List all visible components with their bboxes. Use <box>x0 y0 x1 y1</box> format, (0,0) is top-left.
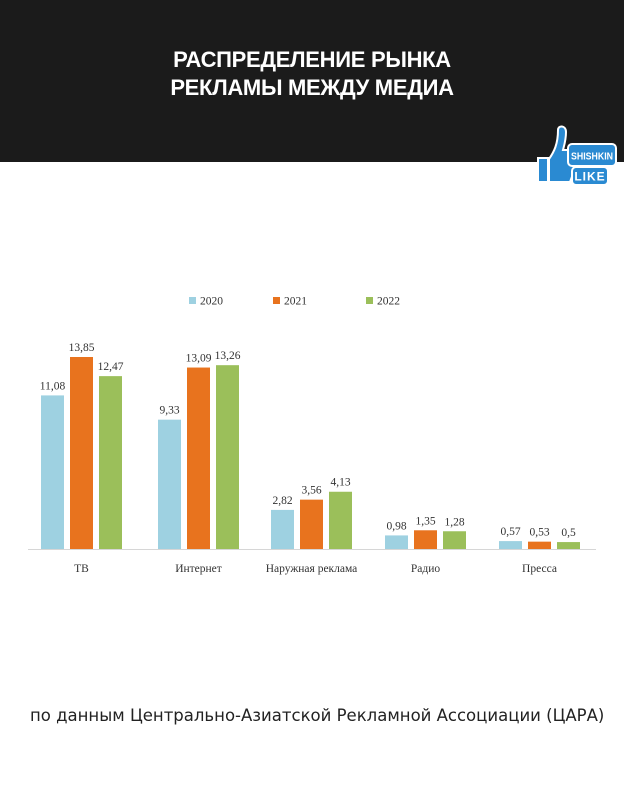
category-label-1: ТВ <box>74 563 89 575</box>
category-label-3: Наружная реклама <box>266 563 358 575</box>
shishkin-like-logo: SHISHKIN LIKE <box>537 125 617 186</box>
data-label-2-2021: 13,09 <box>186 353 212 365</box>
bar-5-2021 <box>528 541 551 549</box>
bar-3-2020 <box>271 509 294 549</box>
legend-swatch-2021 <box>273 297 280 304</box>
page-title: РАСПРЕДЕЛЕНИЕ РЫНКА РЕКЛАМЫ МЕЖДУ МЕДИА <box>0 46 624 102</box>
bar-3-2022 <box>329 491 352 549</box>
data-label-2-2020: 9,33 <box>159 405 179 417</box>
data-label-3-2020: 2,82 <box>272 495 292 507</box>
bar-2-2021 <box>187 367 210 549</box>
category-label-2: Интернет <box>175 563 222 575</box>
bar-4-2022 <box>443 531 466 549</box>
data-label-1-2020: 11,08 <box>40 380 66 392</box>
data-label-2-2022: 13,26 <box>215 350 241 362</box>
logo-badge: SHISHKIN LIKE <box>567 143 617 186</box>
legend-label-2022: 2022 <box>377 296 400 308</box>
data-label-4-2022: 1,28 <box>444 516 464 528</box>
data-label-5-2020: 0,57 <box>500 526 520 538</box>
bar-2-2020 <box>158 419 181 549</box>
bar-1-2020 <box>41 395 64 549</box>
data-label-3-2021: 3,56 <box>301 485 321 497</box>
title-line-2: РЕКЛАМЫ МЕЖДУ МЕДИА <box>170 75 454 100</box>
data-label-1-2022: 12,47 <box>98 361 124 373</box>
data-label-4-2020: 0,98 <box>386 520 406 532</box>
category-label-4: Радио <box>411 563 441 575</box>
data-label-4-2021: 1,35 <box>415 515 435 527</box>
header-banner: РАСПРЕДЕЛЕНИЕ РЫНКА РЕКЛАМЫ МЕЖДУ МЕДИА <box>0 0 624 162</box>
source-note: по данным Центрально-Азиатской Рекламной… <box>30 706 605 725</box>
bar-2-2022 <box>216 365 239 549</box>
data-label-1-2021: 13,85 <box>69 342 95 354</box>
data-label-3-2022: 4,13 <box>330 477 350 489</box>
bar-5-2022 <box>557 542 580 549</box>
legend-swatch-2022 <box>366 297 373 304</box>
bar-1-2021 <box>70 357 93 549</box>
logo-text-bottom: LIKE <box>574 170 605 184</box>
data-label-5-2022: 0,5 <box>561 527 576 539</box>
category-label-5: Пресса <box>522 563 557 575</box>
legend-swatch-2020 <box>189 297 196 304</box>
bar-3-2021 <box>300 499 323 549</box>
bar-5-2020 <box>499 541 522 549</box>
logo-text-top: SHISHKIN <box>571 151 613 163</box>
title-line-1: РАСПРЕДЕЛЕНИЕ РЫНКА <box>173 47 451 72</box>
legend-label-2021: 2021 <box>284 296 307 308</box>
bar-4-2021 <box>414 530 437 549</box>
legend-label-2020: 2020 <box>200 296 223 308</box>
bar-4-2020 <box>385 535 408 549</box>
data-label-5-2021: 0,53 <box>529 527 549 539</box>
bar-1-2022 <box>99 376 122 549</box>
